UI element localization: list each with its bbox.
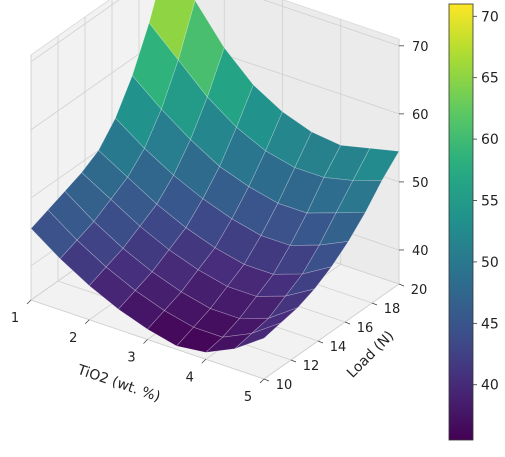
x-tick-mark (84, 319, 90, 325)
y-tick-label: 18 (384, 302, 401, 317)
y-tick-label: 16 (357, 321, 374, 336)
surface-patch (267, 288, 316, 319)
x-tick-label: 2 (69, 331, 77, 346)
x-tick-mark (259, 378, 265, 384)
colorbar-gradient (448, 3, 474, 441)
surface-patch (234, 322, 282, 349)
colorbar-tick-label: 60 (481, 132, 499, 148)
x-tick-label: 1 (11, 311, 19, 326)
colorbar-tick-label: 40 (481, 378, 499, 394)
x-axis-label: TiO2 (wt. %) (74, 362, 162, 406)
x-tick-label: 5 (244, 390, 252, 405)
surface-patch (284, 266, 333, 297)
surface-mesh (30, 0, 400, 353)
colorbar-tick-label: 45 (481, 316, 499, 332)
z-tick-label: 40 (412, 244, 429, 259)
surface-patch (301, 241, 350, 275)
y-tick-mark (344, 321, 351, 325)
colorbar: 40 45 50 55 60 65 70 (448, 3, 499, 441)
grid-line-x (263, 283, 400, 380)
grid-line-z (30, 0, 120, 63)
colorbar-tick-label: 50 (481, 255, 499, 271)
y-tick-mark (371, 302, 378, 306)
y-tick-label: 14 (330, 340, 347, 355)
colorbar-tick-label: 55 (481, 194, 499, 210)
colorbar-tick-label: 70 (481, 9, 499, 25)
x-tick-mark (201, 358, 207, 364)
y-tick-mark (398, 283, 405, 287)
y-tick-mark (317, 340, 324, 344)
surface-patch (318, 212, 366, 246)
y-axis-label: Load (N) (344, 328, 397, 381)
y-tick-label: 12 (303, 359, 320, 374)
x-tick-label: 4 (186, 370, 194, 385)
grid-line-z (262, 0, 400, 47)
x-tick-mark (26, 299, 32, 305)
colorbar-tick-label: 65 (481, 71, 499, 87)
y-tick-mark (290, 359, 297, 363)
z-tick-label: 60 (412, 108, 429, 123)
y-tick-label: 20 (411, 283, 428, 298)
z-tick-label: 70 (412, 40, 429, 55)
y-tick-label: 10 (276, 378, 293, 393)
x-tick-label: 3 (127, 351, 135, 366)
z-tick-label: 50 (412, 176, 429, 191)
y-tick-mark (263, 378, 270, 382)
x-tick-mark (143, 339, 148, 344)
